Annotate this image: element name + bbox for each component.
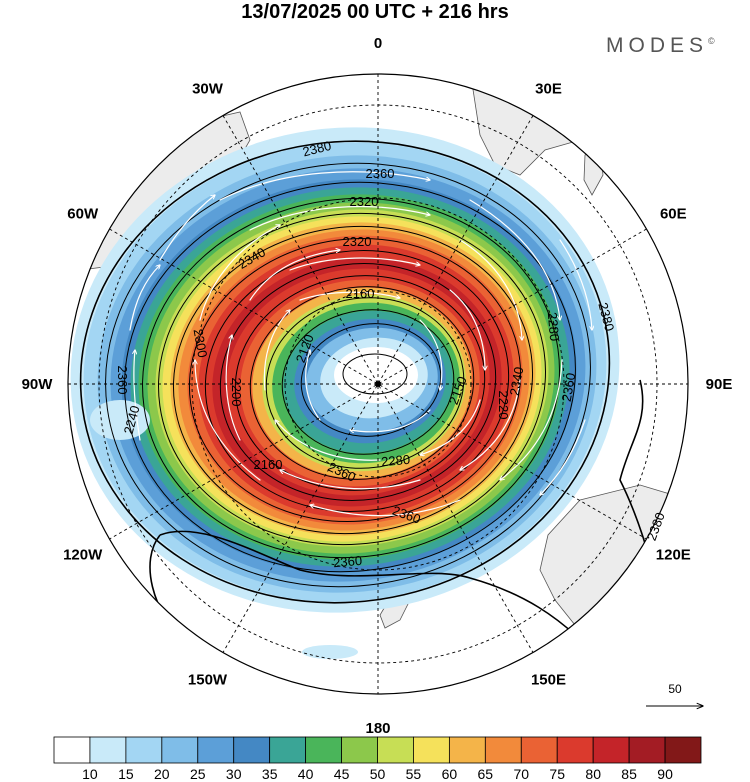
copyright-mark: ©: [708, 36, 715, 46]
contour-label: 2360: [366, 166, 395, 181]
colorbar-swatch: [269, 736, 307, 764]
longitude-label-120w: 120W: [63, 547, 103, 564]
longitude-label-60w: 60W: [67, 206, 99, 223]
colorbar-tick-label: 55: [406, 766, 422, 782]
colorbar-tick-label: 90: [657, 766, 673, 782]
colorbar-swatch: [125, 736, 163, 764]
contour-label: 2240: [121, 404, 143, 436]
colorbar-swatch: [413, 736, 450, 764]
longitude-label-90e: 90E: [706, 376, 733, 393]
colorbar-swatch: [592, 736, 630, 764]
colorbar-tick-label: 30: [226, 766, 242, 782]
colorbar-swatch: [520, 736, 558, 764]
longitude-label-150e: 150E: [531, 671, 566, 688]
map-disk: [68, 74, 688, 694]
contour-label: 2360: [115, 366, 130, 395]
contour-label: 2360: [333, 553, 363, 570]
longitude-label-30w: 30W: [192, 81, 224, 98]
contour-label: 2220: [496, 391, 511, 420]
brand-logo: MODES©: [606, 34, 715, 58]
colorbar-tick-label: 25: [190, 766, 206, 782]
colorbar-tick-label: 45: [334, 766, 350, 782]
contour-label: 2340: [507, 366, 527, 397]
colorbar-tick-label: 50: [370, 766, 386, 782]
colorbar-tick-label: 75: [549, 766, 565, 782]
colorbar-swatch: [664, 736, 702, 764]
contour-label: 2360: [559, 372, 579, 403]
colorbar-swatch: [628, 736, 666, 764]
longitude-label-120e: 120E: [656, 547, 691, 564]
colorbar-tick-label: 85: [621, 766, 637, 782]
colorbar-tick-label: 20: [154, 766, 170, 782]
colorbar-swatch: [341, 736, 378, 764]
map-title: 13/07/2025 00 UTC + 216 hrs: [241, 1, 509, 23]
longitude-label-60e: 60E: [660, 206, 687, 223]
colorbar-tick-label: 10: [82, 766, 98, 782]
graticule: [68, 74, 688, 694]
colorbar-tick-label: 35: [262, 766, 278, 782]
longitude-label-30e: 30E: [535, 81, 562, 98]
colorbar-swatch: [233, 736, 271, 764]
colorbar-swatch: [305, 736, 342, 764]
pole-marker: [375, 381, 381, 387]
brand-text: MODES: [606, 34, 709, 57]
map-boundary: [67, 73, 689, 695]
contour-label: 2200: [229, 378, 244, 407]
longitude-labels: 0 30E 60E 90E 120E 150E 180 150W 120W 90W 60W 30W: [22, 35, 733, 737]
longitude-label-90w: 90W: [22, 376, 54, 393]
longitude-label-0: 0: [374, 35, 382, 52]
colorbar-swatch: [161, 736, 199, 764]
contour-label: 2300: [191, 328, 211, 359]
colorbar-tick-label: 70: [514, 766, 530, 782]
contour-label: 2320: [343, 234, 372, 249]
colorbar: 10 15 20 25 30 35 40 45 50 55 60 65 70 75 80 85 90: [53, 736, 702, 782]
colorbar-swatch: [448, 736, 486, 764]
colorbar-swatch: [377, 736, 414, 764]
colorbar-swatch: [484, 736, 522, 764]
colorbar-tick-label: 65: [478, 766, 494, 782]
colorbar-swatch: [89, 736, 127, 764]
longitude-label-150w: 150W: [188, 671, 228, 688]
reference-vector-label: 50: [668, 682, 682, 696]
colorbar-tick-label: 40: [298, 766, 314, 782]
reference-vector: 50: [646, 682, 703, 706]
contour-label: 2380: [301, 138, 333, 160]
colorbar-swatch: [556, 736, 594, 764]
wind-streamlines: [129, 171, 592, 517]
colorbar-swatch: [53, 736, 91, 764]
contour-label: 2280: [545, 312, 562, 342]
contour-label: 2280: [381, 452, 411, 469]
longitude-label-180: 180: [365, 720, 390, 737]
colorbar-tick-label: 60: [442, 766, 458, 782]
contour-label: 2380: [595, 301, 617, 333]
contour-label: 2160: [254, 457, 283, 472]
contour-label: 2320: [350, 194, 379, 209]
colorbar-tick-label: 80: [585, 766, 601, 782]
height-contours: [79, 140, 661, 661]
contour-label: 2160: [346, 286, 375, 301]
colorbar-tick-label: 15: [118, 766, 134, 782]
colorbar-swatch: [197, 736, 235, 764]
